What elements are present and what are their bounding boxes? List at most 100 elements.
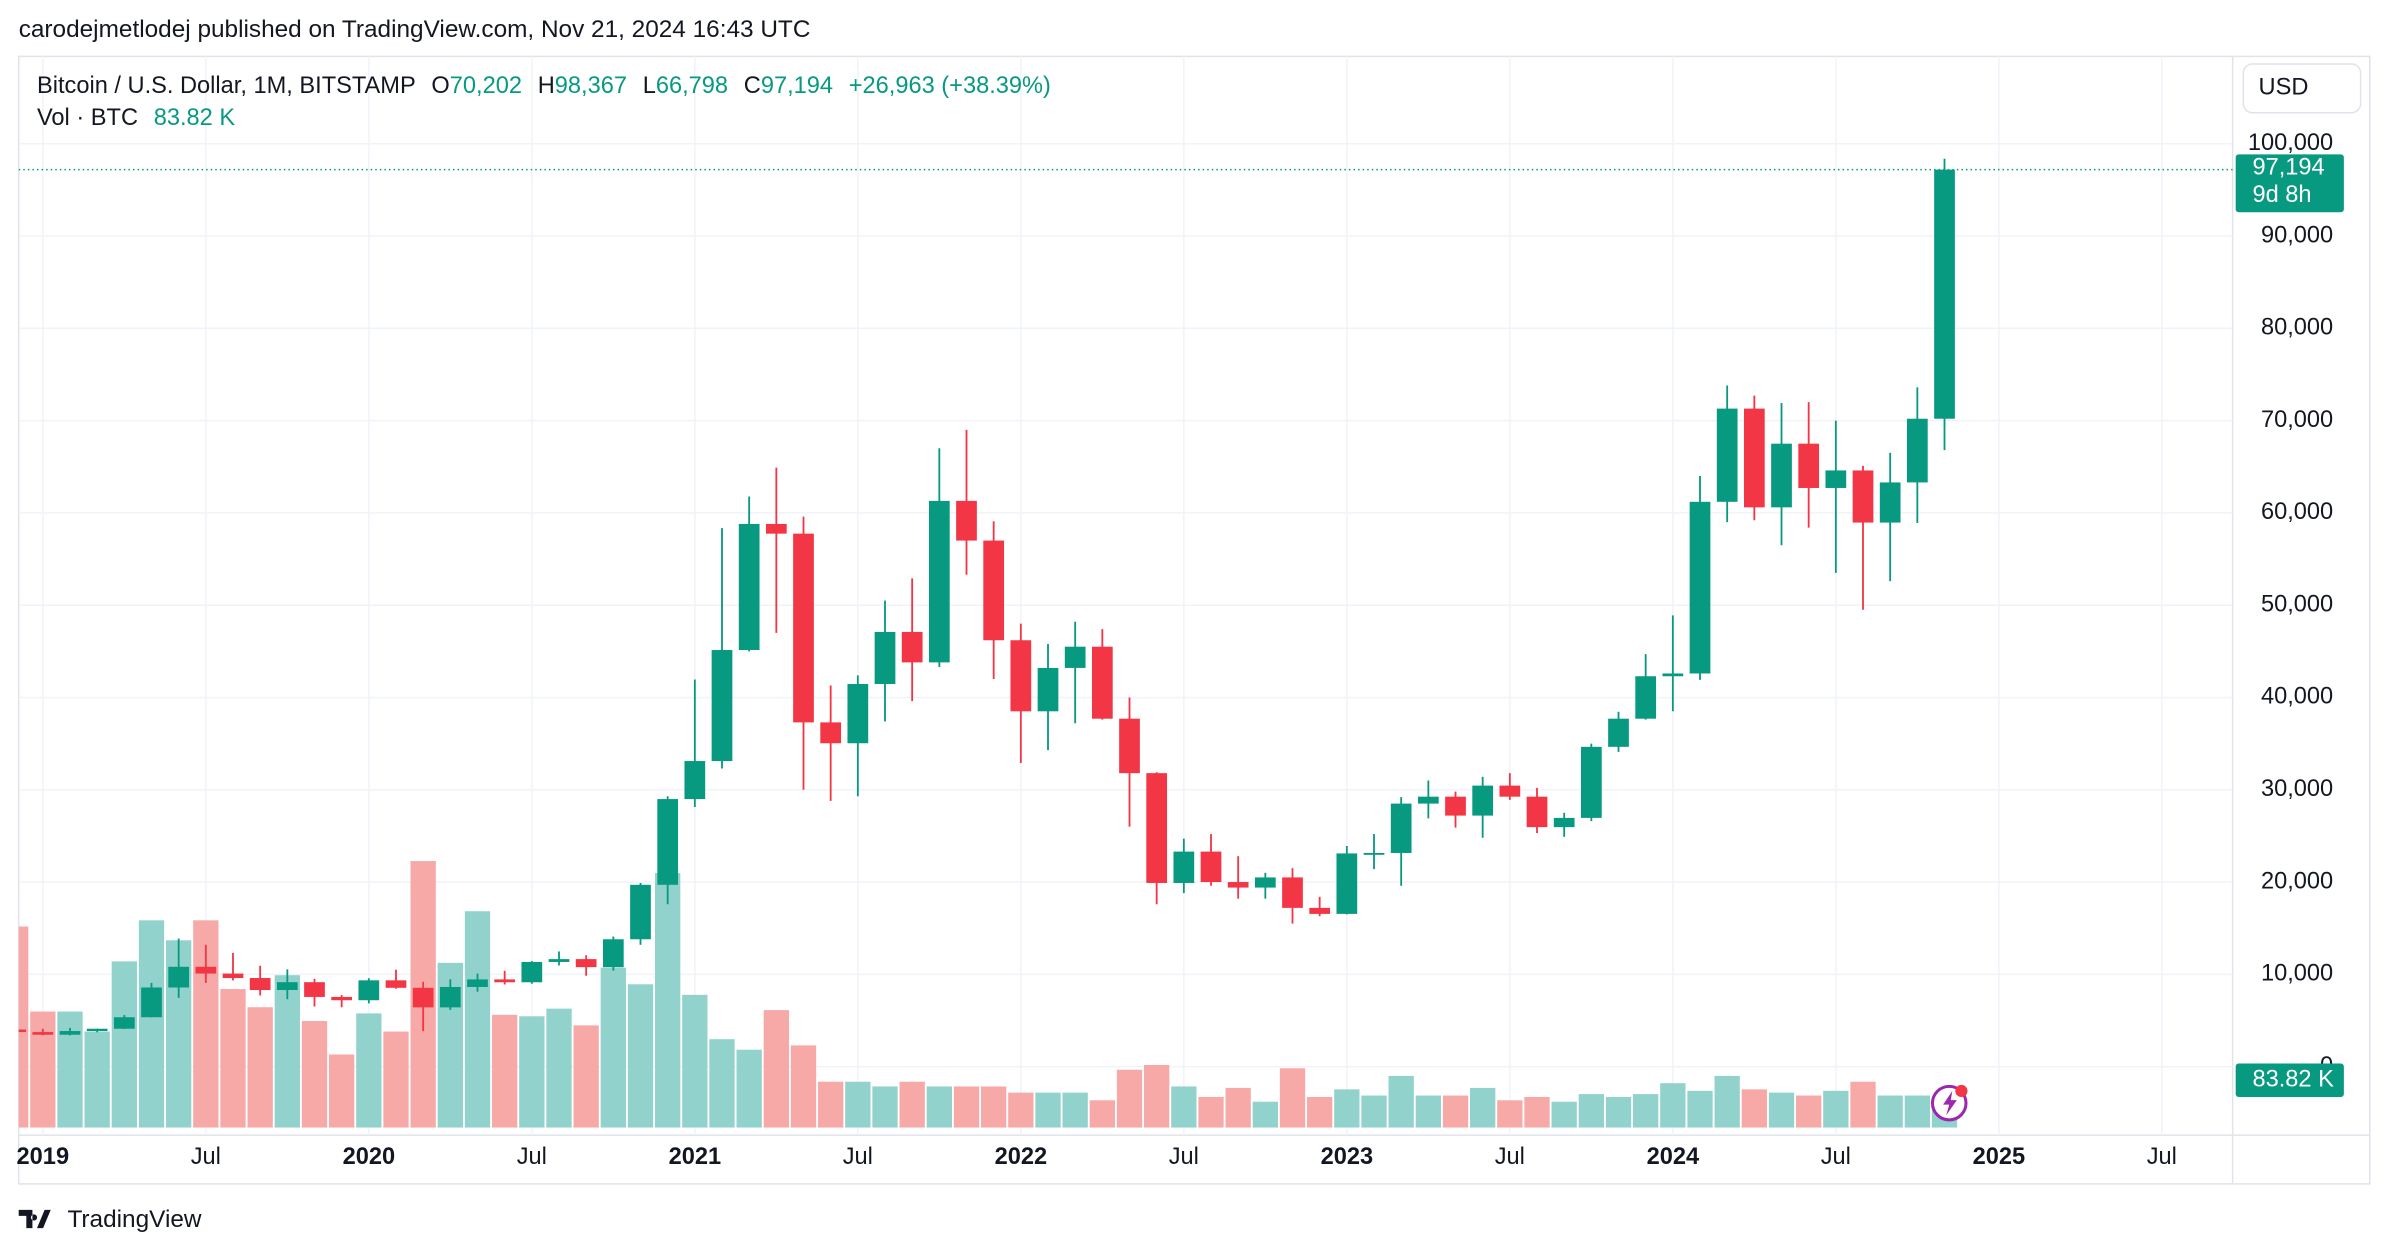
volume-bar [682,994,708,1128]
brand: TradingView [18,1206,202,1233]
candle-body [1472,785,1494,816]
volume-bar [1198,1096,1224,1128]
volume-tag-value: 83.82 K [2252,1067,2334,1093]
candle-body [18,1029,27,1033]
candle-body [1309,907,1331,914]
candle-body [195,966,217,974]
volume-bar [763,1010,789,1128]
x-tick-label: Jul [843,1144,873,1170]
candle-body [928,500,950,663]
candle-body [1173,851,1195,883]
candle-body [86,1028,108,1032]
y-tick-label: 10,000 [2261,961,2333,987]
candle-body [331,996,353,1001]
volume-bar [519,1016,545,1128]
volume-bar [1442,1095,1469,1128]
grid [18,56,2233,1136]
candle-body [657,799,679,885]
volume-bar [627,984,654,1128]
volume-bar [247,1007,273,1128]
c-label: C [744,73,761,99]
volume-bar [709,1039,735,1128]
volume-bar [953,1086,980,1128]
candle-body [494,979,516,983]
candle-body [1825,470,1847,488]
currency-button[interactable] [2242,63,2362,114]
volume-bar [1796,1095,1822,1128]
candle-body [521,961,543,983]
brand-name: TradingView [67,1206,201,1233]
axes: 010,00020,00030,00040,00050,00060,00070,… [17,130,2344,1170]
candle-body [874,631,896,684]
alert-icon [1930,1084,1968,1122]
volume-bar [1714,1075,1740,1128]
y-tick-label: 90,000 [2261,222,2333,248]
volume-bar [1497,1100,1523,1128]
volume-bar [1877,1095,1903,1128]
price-tag-value: 97,194 [2252,154,2324,180]
price-tag [2235,154,2344,213]
volume-bar [899,1081,925,1128]
candle-body [1282,877,1303,908]
candle-body [1879,482,1901,523]
volume-pane [18,861,1958,1128]
candle-body [412,987,434,1008]
candle-body [1662,673,1684,677]
volume-bar [926,1086,952,1128]
volume-bar [220,989,246,1128]
candle-body [276,982,298,991]
volume-bar [383,1031,409,1128]
volume-bar [736,1049,762,1128]
volume-bar [1741,1089,1767,1128]
y-tick-label: 50,000 [2261,591,2333,617]
volume-bar [1850,1081,1876,1128]
price-tag-countdown: 9d 8h [2252,182,2311,208]
candle-body [793,533,814,723]
candle-body [1336,853,1358,914]
candle-body [1716,408,1738,502]
candle-body [1091,646,1113,719]
o-label: O [431,73,449,99]
volume-bar [1062,1092,1088,1128]
volume-bar [1279,1068,1306,1128]
x-tick-label: Jul [191,1144,221,1170]
volume-value: 83.82 K [154,105,236,131]
x-tick-label: 2025 [1973,1144,2026,1170]
volume-bar [464,911,491,1128]
candle-body [1499,785,1521,797]
candle-body [1580,746,1602,818]
candle-body [439,986,461,1008]
candle-body [59,1031,81,1035]
candle-body [956,500,977,541]
candle-body [385,980,407,988]
volume-bar [1823,1090,1849,1128]
volume-bar [111,961,137,1128]
x-tick-label: Jul [1821,1144,1851,1170]
x-tick-label: 2019 [17,1144,70,1170]
volume-bar [1144,1065,1170,1128]
candle-body [1906,418,1928,483]
candle-body [1445,796,1466,816]
volume-bar [872,1086,898,1128]
x-tick-label: 2020 [343,1144,396,1170]
candle-body [1417,796,1439,804]
volume-bar [981,1086,1007,1128]
volume-bar [546,1008,572,1128]
volume-bar [492,1014,518,1128]
volume-bar [1388,1075,1414,1128]
candle-body [1608,718,1629,747]
volume-tag [2235,1063,2344,1098]
volume-bar [138,920,165,1128]
candle-body [1363,852,1385,855]
volume-bar [18,926,29,1128]
y-tick-label: 40,000 [2261,684,2333,710]
volume-bar [790,1045,817,1128]
candle-body [1010,640,1032,712]
candle-body [1553,817,1575,828]
candle-body [1798,443,1820,488]
candle-body [1635,676,1657,719]
currency[interactable]: USD [2259,75,2309,101]
x-tick-label: Jul [2147,1144,2177,1170]
candle-body [168,966,190,988]
